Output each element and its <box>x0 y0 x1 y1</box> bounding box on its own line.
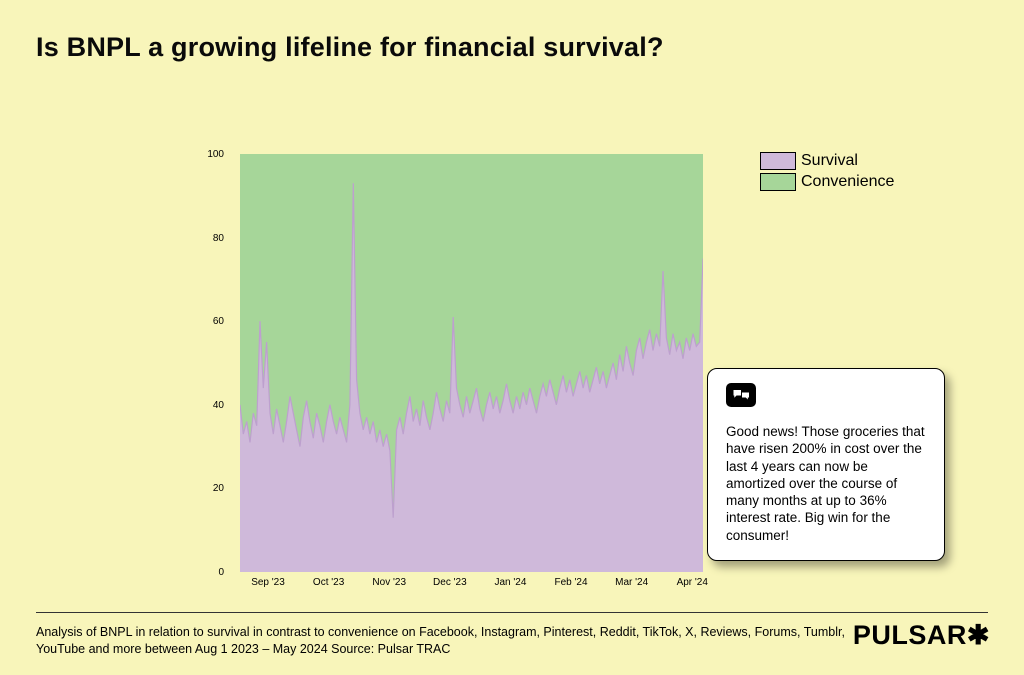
x-tick-label: Jan '24 <box>494 577 527 588</box>
legend-swatch <box>760 173 796 191</box>
pulsar-logo: PULSAR✱ <box>852 620 990 650</box>
speech-bubbles-icon <box>726 383 756 411</box>
legend-label: Survival <box>801 152 858 169</box>
callout-text: Good news! Those groceries that have ris… <box>726 424 925 543</box>
x-axis-labels: Sep '23 Oct '23 Nov '23 Dec '23 Jan '24 Feb '… <box>240 577 708 591</box>
annotation-callout: Good news! Those groceries that have ris… <box>707 368 945 561</box>
x-tick-label: Nov '23 <box>372 577 407 588</box>
legend-row: Survival <box>760 152 894 170</box>
x-tick-label: Sep '23 <box>251 577 285 588</box>
x-tick-label: Mar '24 <box>615 577 649 588</box>
y-tick-label: 100 <box>207 149 224 160</box>
chart-legend: Survival Convenience <box>760 152 894 194</box>
y-axis-labels: 100 80 60 40 20 0 <box>186 150 232 578</box>
x-tick-label: Dec '23 <box>433 577 467 588</box>
x-tick-label: Oct '23 <box>312 577 345 588</box>
y-tick-label: 40 <box>212 399 224 411</box>
plot-area <box>240 154 703 572</box>
y-tick-label: 20 <box>212 483 224 495</box>
y-tick-label: 0 <box>218 567 224 578</box>
y-tick-label: 60 <box>212 316 224 328</box>
stacked-area-chart <box>240 154 703 572</box>
x-tick-label: Feb '24 <box>554 577 588 588</box>
legend-swatch <box>760 152 796 170</box>
legend-row: Convenience <box>760 173 894 191</box>
y-tick-label: 80 <box>212 232 224 244</box>
page-title: Is BNPL a growing lifeline for financial… <box>36 32 664 62</box>
footer-divider <box>36 612 988 613</box>
x-tick-label: Apr '24 <box>676 577 708 588</box>
legend-label: Convenience <box>801 173 895 190</box>
footer-note: Analysis of BNPL in relation to survival… <box>36 625 845 656</box>
